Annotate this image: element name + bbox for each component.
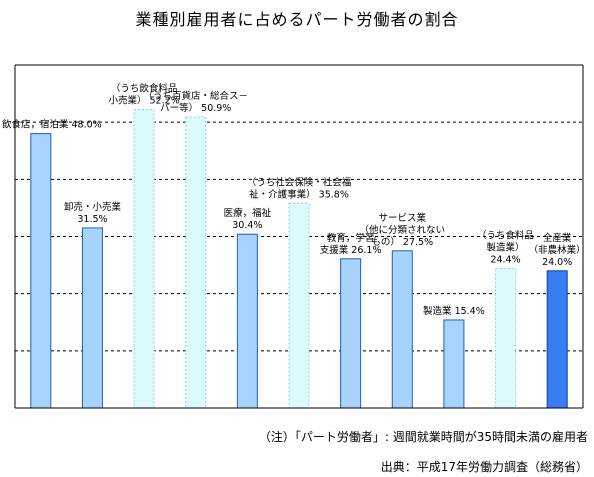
- data-label-line: パー等） 50.9%: [160, 102, 231, 114]
- data-label: 医療，福祉 30.4%: [224, 207, 272, 231]
- bar: [81, 227, 103, 409]
- bar-labels: 飲食店，宿泊業 48.0% 卸売・小売業 31.5% （うち飲食料品小売業） 52.2…: [2, 83, 586, 317]
- data-label: （うち百貨店・総合ス－パー等） 50.9%: [143, 90, 248, 114]
- data-label-line: 小売業） 52.2%: [108, 95, 179, 107]
- data-label-line: 全産業: [543, 232, 572, 244]
- plot-frame: [14, 64, 584, 409]
- bar: [30, 133, 52, 409]
- bar: [391, 250, 413, 409]
- data-label: （うち食料品製造業） 24.4%: [477, 230, 534, 266]
- bar: [185, 116, 207, 409]
- data-label-line: 31.5%: [77, 214, 107, 225]
- data-label-line: 医療，福祉: [224, 207, 272, 219]
- data-label-line: 教育，学習: [327, 232, 375, 244]
- data-label-line: （うち百貨店・総合ス－: [143, 90, 248, 102]
- data-label-line: （うち社会保険・社会福: [247, 176, 352, 188]
- bar: [495, 268, 517, 409]
- bar: [443, 319, 465, 409]
- data-label-line: （他に分類されない: [360, 224, 446, 236]
- data-label-line: （非農林業）: [529, 244, 586, 256]
- data-label-line: （うち食料品: [477, 230, 534, 242]
- data-label: 飲食店，宿泊業 48.0%: [2, 119, 102, 131]
- data-label-line: 卸売・小売業: [64, 201, 122, 213]
- data-label-line: 支援業 26.1%: [320, 244, 382, 256]
- data-label: サービス業（他に分類されないもの） 27.5%: [360, 212, 446, 248]
- bar: [340, 258, 362, 409]
- definition-note: （注）「パート労働者」: 週間就業時間が35時間未満の雇用者: [258, 430, 588, 444]
- data-label-line: 製造業）: [487, 242, 525, 254]
- data-label-line: サービス業: [379, 212, 427, 224]
- bar: [546, 270, 568, 409]
- data-label-line: 製造業 15.4%: [423, 305, 485, 317]
- data-label-line: 24.0%: [542, 257, 572, 268]
- data-label: 卸売・小売業 31.5%: [64, 201, 122, 225]
- data-label: 教育，学習支援業 26.1%: [320, 232, 382, 256]
- data-label-line: 飲食店，宿泊業 48.0%: [2, 119, 102, 131]
- data-label: 全産業（非農林業） 24.0%: [529, 232, 586, 268]
- chart-title: 業種別雇用者に占めるパート労働者の割合: [135, 10, 459, 29]
- data-label-line: 祉・介護事業） 35.8%: [249, 188, 349, 200]
- bar: [288, 202, 310, 409]
- data-label-line: もの） 27.5%: [371, 236, 433, 248]
- bar-chart: 飲食店，宿泊業 48.0% 卸売・小売業 31.5% （うち飲食料品小売業） 52.2…: [2, 64, 586, 409]
- data-label-line: 30.4%: [232, 220, 262, 231]
- data-label-line: 24.4%: [490, 255, 520, 266]
- bars: [30, 109, 568, 409]
- data-label: （うち社会保険・社会福祉・介護事業） 35.8%: [247, 176, 352, 200]
- data-label-line: （うち飲食料品: [111, 83, 178, 95]
- source-note: 出典：平成17年労働力調査（総務省）: [380, 460, 588, 474]
- bar: [236, 233, 258, 409]
- data-label: （うち飲食料品小売業） 52.2%: [108, 83, 179, 107]
- data-label: 製造業 15.4%: [423, 305, 485, 317]
- bar: [133, 109, 155, 409]
